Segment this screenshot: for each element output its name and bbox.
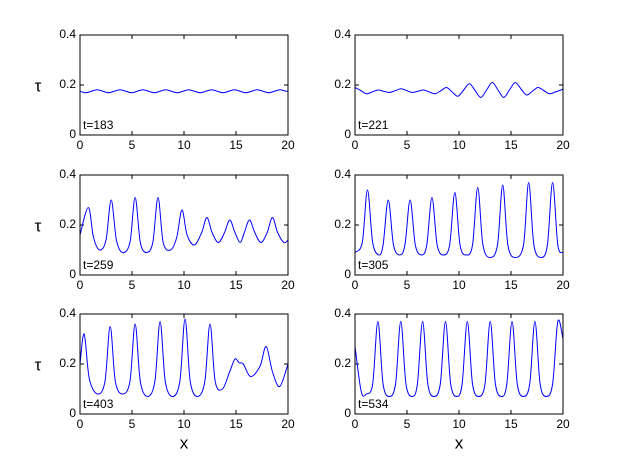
annotation: t=183 (83, 118, 114, 132)
y-tick-label: 0 (344, 406, 351, 420)
plot-area (355, 35, 563, 135)
y-tick-label: 0.4 (334, 306, 351, 320)
x-axis-label: x (180, 433, 189, 452)
x-tick-label: 0 (77, 278, 84, 292)
x-tick-label: 5 (404, 138, 411, 152)
y-tick-label: 0.4 (334, 27, 351, 41)
y-tick-label: 0 (69, 127, 76, 141)
data-line (355, 181, 563, 259)
plot-area (355, 314, 563, 414)
x-tick-label: 5 (129, 138, 136, 152)
x-tick-label: 0 (77, 417, 84, 431)
x-tick-label: 5 (404, 417, 411, 431)
y-tick-label: 0.4 (334, 167, 351, 181)
y-tick-label: 0.2 (59, 77, 76, 91)
y-tick-label: 0 (344, 267, 351, 281)
annotation: t=403 (83, 397, 114, 411)
y-tick-label: 0.2 (334, 77, 351, 91)
y-tick-label: 0.2 (334, 217, 351, 231)
x-tick-label: 20 (281, 138, 295, 152)
data-line (355, 319, 563, 398)
annotation: t=534 (358, 397, 389, 411)
x-tick-label: 10 (177, 417, 191, 431)
x-tick-label: 15 (504, 138, 518, 152)
x-tick-label: 5 (404, 278, 411, 292)
axes-box (79, 174, 289, 276)
x-tick-label: 20 (281, 417, 295, 431)
x-tick-label: 15 (504, 417, 518, 431)
annotation: t=305 (358, 258, 389, 272)
x-tick-label: 20 (556, 417, 570, 431)
plot-area (80, 35, 288, 135)
y-axis-label: τ (35, 76, 42, 95)
x-tick-label: 15 (229, 417, 243, 431)
axes-box (79, 34, 289, 136)
y-tick-label: 0.4 (59, 167, 76, 181)
axes-box (354, 313, 564, 415)
plot-area (355, 175, 563, 275)
y-tick-label: 0 (344, 127, 351, 141)
data-line (80, 89, 288, 94)
y-tick-label: 0.2 (59, 217, 76, 231)
x-tick-label: 15 (504, 278, 518, 292)
data-line (355, 81, 563, 99)
x-tick-label: 20 (556, 278, 570, 292)
y-tick-label: 0.4 (59, 27, 76, 41)
x-tick-label: 0 (352, 278, 359, 292)
y-tick-label: 0.2 (59, 356, 76, 370)
x-tick-label: 20 (556, 138, 570, 152)
x-tick-label: 0 (352, 417, 359, 431)
x-tick-label: 10 (177, 278, 191, 292)
annotation: t=221 (358, 118, 389, 132)
plot-area (80, 314, 288, 414)
y-axis-label: τ (35, 355, 42, 374)
axes-box (354, 174, 564, 276)
axes-box (79, 313, 289, 415)
y-tick-label: 0.2 (334, 356, 351, 370)
x-tick-label: 5 (129, 278, 136, 292)
y-axis-label: τ (35, 216, 42, 235)
x-tick-label: 10 (452, 417, 466, 431)
data-line (80, 318, 288, 398)
x-tick-label: 0 (77, 138, 84, 152)
x-tick-label: 15 (229, 138, 243, 152)
axes-box (354, 34, 564, 136)
x-tick-label: 0 (352, 138, 359, 152)
x-tick-label: 10 (452, 278, 466, 292)
x-tick-label: 20 (281, 278, 295, 292)
annotation: t=259 (83, 258, 114, 272)
y-tick-label: 0 (69, 406, 76, 420)
x-axis-label: x (455, 433, 464, 452)
x-tick-label: 10 (177, 138, 191, 152)
y-tick-label: 0.4 (59, 306, 76, 320)
x-tick-label: 10 (452, 138, 466, 152)
data-line (80, 196, 288, 254)
x-tick-label: 15 (229, 278, 243, 292)
x-tick-label: 5 (129, 417, 136, 431)
y-tick-label: 0 (69, 267, 76, 281)
